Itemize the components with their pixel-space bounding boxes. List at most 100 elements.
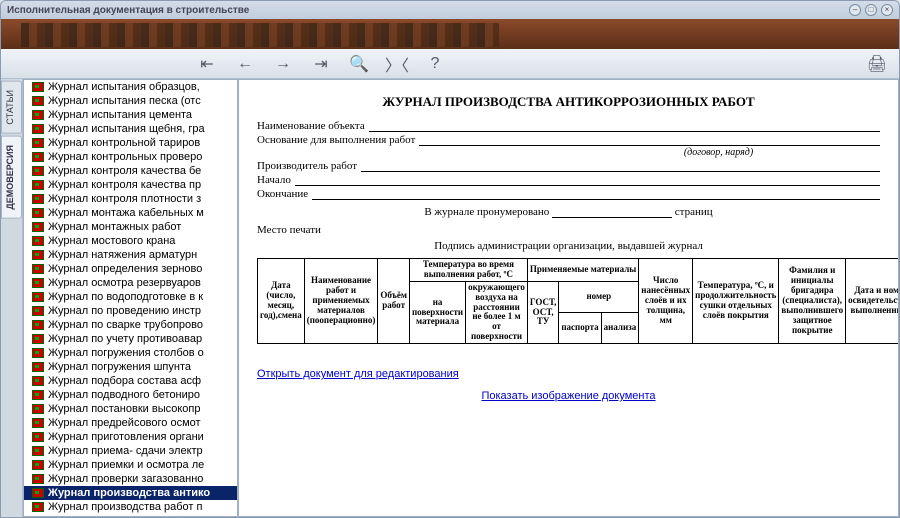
tree-item[interactable]: Журнал приемки и осмотра ле xyxy=(24,458,237,472)
nav-first-icon[interactable]: ⇤ xyxy=(195,52,219,76)
sidetab-demo[interactable]: ДЕМОВЕРСИЯ xyxy=(1,136,22,219)
tree-item-label: Журнал проверки загазованно xyxy=(48,472,203,486)
help-icon[interactable]: ? xyxy=(423,52,447,76)
tree-item[interactable]: Журнал погружения столбов о xyxy=(24,346,237,360)
tree-item[interactable]: Журнал производства работ п xyxy=(24,500,237,514)
field-basis: Основание для выполнения работ xyxy=(257,134,880,146)
book-icon xyxy=(32,264,44,274)
book-icon xyxy=(32,278,44,288)
tree-item[interactable]: Журнал осмотра резервуаров xyxy=(24,276,237,290)
book-icon xyxy=(32,460,44,470)
tree-item[interactable]: Журнал контроля плотности з xyxy=(24,192,237,206)
tree-item-label: Журнал приготовления органи xyxy=(48,430,204,444)
tree-item[interactable]: Журнал предрейсового осмот xyxy=(24,416,237,430)
tree-item-label: Журнал по водоподготовке в к xyxy=(48,290,203,304)
tree-item-label: Журнал контрольных проверо xyxy=(48,150,202,164)
tree-item[interactable]: Журнал определения зерново xyxy=(24,262,237,276)
tree-item[interactable]: Журнал контрольных проверо xyxy=(24,150,237,164)
stamp-label: Место печати xyxy=(257,224,880,236)
minimize-button[interactable]: – xyxy=(849,4,861,16)
tree-item[interactable]: Журнал по сварке трубопрово xyxy=(24,318,237,332)
tree-item[interactable]: Журнал натяжения арматурн xyxy=(24,248,237,262)
tree-item[interactable]: Журнал монтажа кабельных м xyxy=(24,206,237,220)
tree-item-label: Журнал производства работ п xyxy=(48,514,202,517)
tree-item[interactable]: Журнал подбора состава асф xyxy=(24,374,237,388)
tree-item-label: Журнал монтажа кабельных м xyxy=(48,206,204,220)
print-icon[interactable]: 🖨 xyxy=(865,52,889,76)
book-icon xyxy=(32,362,44,372)
main-body: СТАТЬИ ДЕМОВЕРСИЯ Журнал испытания образ… xyxy=(1,79,899,517)
window-title: Исполнительная документация в строительс… xyxy=(7,5,849,16)
tree-item[interactable]: Журнал приготовления органи xyxy=(24,430,237,444)
book-icon xyxy=(32,124,44,134)
doc-table: Дата (число, месяц, год),смена Наименова… xyxy=(257,258,899,344)
tree-item-label: Журнал осмотра резервуаров xyxy=(48,276,201,290)
book-icon xyxy=(32,166,44,176)
book-icon xyxy=(32,404,44,414)
tree-item[interactable]: Журнал контроля качества бе xyxy=(24,164,237,178)
document-view: ЖУРНАЛ ПРОИЗВОДСТВА АНТИКОРРОЗИОННЫХ РАБ… xyxy=(238,79,899,517)
titlebar: Исполнительная документация в строительс… xyxy=(1,1,899,19)
book-icon xyxy=(32,306,44,316)
book-icon xyxy=(32,502,44,512)
toolbar: ⇤ ← → ⇥ 🔍 〉〈 ? 🖨 xyxy=(1,49,899,79)
book-icon xyxy=(32,208,44,218)
tree-item[interactable]: Журнал контрольной тариров xyxy=(24,136,237,150)
tree-item[interactable]: Журнал испытания цемента xyxy=(24,108,237,122)
tree-item[interactable]: Журнал по проведению инстр xyxy=(24,304,237,318)
sidetab-articles[interactable]: СТАТЬИ xyxy=(1,81,22,134)
tree-item-label: Журнал натяжения арматурн xyxy=(48,248,197,262)
tree-item-label: Журнал испытания щебня, гра xyxy=(48,122,205,136)
tree-item[interactable]: Журнал монтажных работ xyxy=(24,220,237,234)
book-icon xyxy=(32,110,44,120)
book-icon xyxy=(32,320,44,330)
tree-item[interactable]: Журнал испытания песка (отс xyxy=(24,94,237,108)
tree-item-label: Журнал предрейсового осмот xyxy=(48,416,201,430)
tree-item[interactable]: Журнал по водоподготовке в к xyxy=(24,290,237,304)
book-icon xyxy=(32,418,44,428)
tree-item-label: Журнал испытания песка (отс xyxy=(48,94,201,108)
tree-item[interactable]: Журнал по учету противоавар xyxy=(24,332,237,346)
tree-item-label: Журнал испытания образцов, xyxy=(48,80,200,94)
document-tree[interactable]: Журнал испытания образцов,Журнал испытан… xyxy=(23,79,238,517)
tree-item[interactable]: Журнал производства антико xyxy=(24,486,237,500)
tree-item[interactable]: Журнал приема- сдачи электр xyxy=(24,444,237,458)
search-icon[interactable]: 🔍 xyxy=(347,52,371,76)
book-icon xyxy=(32,82,44,92)
tree-item-label: Журнал контрольной тариров xyxy=(48,136,200,150)
tree-item[interactable]: Журнал мостового крана xyxy=(24,234,237,248)
tree-item-label: Журнал контроля качества бе xyxy=(48,164,201,178)
nav-back-icon[interactable]: ← xyxy=(233,52,257,76)
tree-item[interactable]: Журнал постановки высокопр xyxy=(24,402,237,416)
book-icon xyxy=(32,180,44,190)
tree-item-label: Журнал приема- сдачи электр xyxy=(48,444,203,458)
tree-item[interactable]: Журнал погружения шпунта xyxy=(24,360,237,374)
tree-item-label: Журнал производства антико xyxy=(48,486,210,500)
book-icon xyxy=(32,222,44,232)
book-icon xyxy=(32,138,44,148)
field-start: Начало xyxy=(257,174,880,186)
tree-item-label: Журнал погружения шпунта xyxy=(48,360,191,374)
link-edit-doc[interactable]: Открыть документ для редактирования xyxy=(257,368,880,380)
tree-item-label: Журнал определения зерново xyxy=(48,262,202,276)
book-icon xyxy=(32,446,44,456)
admin-sign-label: Подпись администрации организации, выдав… xyxy=(257,240,880,252)
book-icon xyxy=(32,236,44,246)
maximize-button[interactable]: □ xyxy=(865,4,877,16)
tree-item[interactable]: Журнал проверки загазованно xyxy=(24,472,237,486)
link-show-image[interactable]: Показать изображение документа xyxy=(257,390,880,402)
fit-icon[interactable]: 〉〈 xyxy=(385,52,409,76)
doc-title: ЖУРНАЛ ПРОИЗВОДСТВА АНТИКОРРОЗИОННЫХ РАБ… xyxy=(257,94,880,110)
nav-last-icon[interactable]: ⇥ xyxy=(309,52,333,76)
tree-item[interactable]: Журнал испытания образцов, xyxy=(24,80,237,94)
tree-item-label: Журнал монтажных работ xyxy=(48,220,181,234)
close-button[interactable]: × xyxy=(881,4,893,16)
tree-item[interactable]: Журнал подводного бетониро xyxy=(24,388,237,402)
tree-item-label: Журнал по учету противоавар xyxy=(48,332,202,346)
book-icon xyxy=(32,194,44,204)
tree-item[interactable]: Журнал испытания щебня, гра xyxy=(24,122,237,136)
nav-forward-icon[interactable]: → xyxy=(271,52,295,76)
tree-item[interactable]: Журнал производства работ п xyxy=(24,514,237,517)
tree-item[interactable]: Журнал контроля качества пр xyxy=(24,178,237,192)
book-icon xyxy=(32,488,44,498)
